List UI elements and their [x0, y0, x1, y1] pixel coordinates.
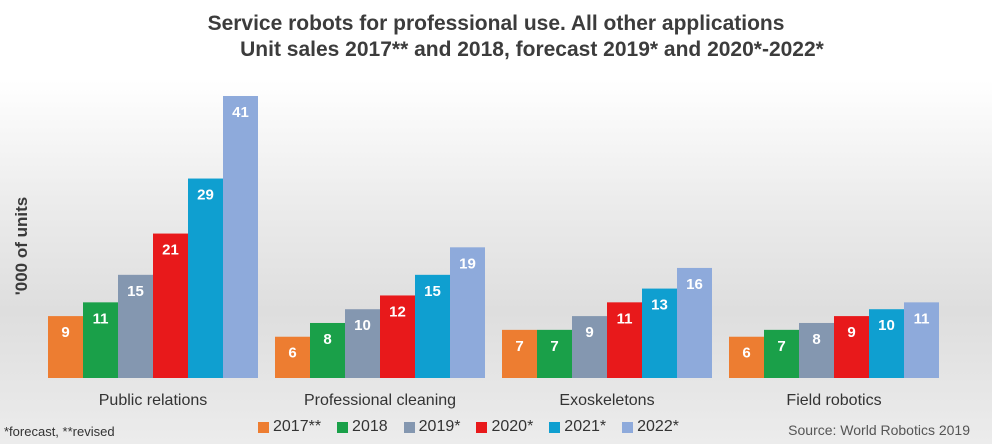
- data-label-professional-cleaning-2020: 12: [389, 303, 406, 320]
- category-label-exoskeletons: Exoskeletons: [559, 392, 654, 409]
- legend-item-2019: 2019*: [403, 418, 461, 436]
- footnote: *forecast, **revised: [4, 424, 115, 439]
- legend-item-2022: 2022*: [622, 418, 679, 436]
- data-label-exoskeletons-2022: 16: [686, 276, 703, 293]
- legend-label: 2020*: [491, 418, 534, 435]
- data-label-field-robotics-2017: 6: [742, 345, 750, 362]
- legend-label: 2018: [352, 418, 388, 435]
- bar-field-robotics-2021: [869, 309, 904, 378]
- legend-swatch: [549, 421, 561, 433]
- legend-swatch: [476, 421, 488, 433]
- bar-exoskeletons-2018: [537, 329, 572, 378]
- bar-exoskeletons-2022: [677, 267, 712, 378]
- data-label-exoskeletons-2019: 9: [585, 324, 593, 341]
- bar-professional-cleaning-2017: [275, 336, 310, 378]
- bar-exoskeletons-2019: [572, 316, 607, 378]
- data-label-field-robotics-2019: 8: [812, 331, 820, 348]
- data-label-exoskeletons-2020: 11: [617, 310, 633, 327]
- data-label-public-relations-2019: 15: [127, 283, 144, 300]
- legend-label: 2022*: [637, 418, 679, 435]
- bar-professional-cleaning-2021: [415, 274, 450, 378]
- data-label-professional-cleaning-2019: 10: [354, 317, 371, 334]
- source-note: Source: World Robotics 2019: [788, 422, 970, 438]
- bar-professional-cleaning-2020: [380, 295, 415, 378]
- data-label-exoskeletons-2018: 7: [550, 338, 558, 355]
- legend-label: 2017**: [273, 418, 322, 435]
- category-label-field-robotics: Field robotics: [786, 392, 881, 409]
- category-label-public-relations: Public relations: [99, 392, 208, 409]
- bar-public-relations-2021: [188, 178, 223, 378]
- chart-title-line2: Unit sales 2017** and 2018, forecast 201…: [240, 38, 824, 61]
- data-label-public-relations-2022: 41: [232, 104, 249, 121]
- bar-field-robotics-2018: [764, 329, 799, 378]
- bar-exoskeletons-2021: [642, 288, 677, 378]
- data-label-professional-cleaning-2018: 8: [323, 331, 331, 348]
- bar-field-robotics-2022: [904, 302, 939, 378]
- bar-exoskeletons-2017: [502, 329, 537, 378]
- data-label-field-robotics-2018: 7: [777, 338, 785, 355]
- legend-label: 2019*: [418, 418, 461, 435]
- legend-item-2021: 2021*: [549, 418, 606, 436]
- data-label-public-relations-2020: 21: [162, 242, 179, 259]
- data-label-professional-cleaning-2022: 19: [459, 255, 476, 272]
- data-label-professional-cleaning-2017: 6: [288, 345, 296, 362]
- bar-public-relations-2017: [48, 316, 83, 378]
- data-label-exoskeletons-2021: 13: [651, 297, 668, 314]
- bar-professional-cleaning-2018: [310, 322, 345, 378]
- data-label-field-robotics-2020: 9: [847, 324, 855, 341]
- legend-swatch: [622, 421, 634, 433]
- legend-item-2018: 2018: [337, 418, 388, 436]
- bar-professional-cleaning-2019: [345, 309, 380, 378]
- bar-public-relations-2018: [83, 302, 118, 378]
- legend-item-2020: 2020*: [476, 418, 533, 436]
- legend-item-2017: 2017**: [258, 418, 321, 436]
- data-label-exoskeletons-2017: 7: [515, 338, 523, 355]
- legend-swatch: [337, 421, 349, 433]
- legend-label: 2021*: [564, 418, 607, 435]
- chart-title-line1: Service robots for professional use. All…: [207, 12, 785, 35]
- data-label-field-robotics-2022: 11: [914, 310, 930, 327]
- bar-exoskeletons-2020: [607, 302, 642, 378]
- bar-public-relations-2022: [223, 96, 258, 378]
- legend-swatch: [403, 421, 415, 433]
- data-label-professional-cleaning-2021: 15: [424, 283, 441, 300]
- data-label-field-robotics-2021: 10: [878, 317, 895, 334]
- data-label-public-relations-2018: 11: [93, 310, 109, 327]
- legend-swatch: [258, 421, 269, 433]
- data-label-public-relations-2017: 9: [61, 324, 69, 341]
- bar-field-robotics-2019: [799, 322, 834, 378]
- bar-field-robotics-2017: [729, 336, 764, 378]
- legend: 2017** 2018 2019* 2020* 2021* 2022*: [258, 418, 679, 436]
- bar-field-robotics-2020: [834, 316, 869, 378]
- bar-public-relations-2020: [153, 233, 188, 378]
- data-label-public-relations-2021: 29: [197, 187, 214, 204]
- bar-professional-cleaning-2022: [450, 247, 485, 378]
- category-label-professional-cleaning: Professional cleaning: [304, 392, 456, 409]
- bar-public-relations-2019: [118, 274, 153, 378]
